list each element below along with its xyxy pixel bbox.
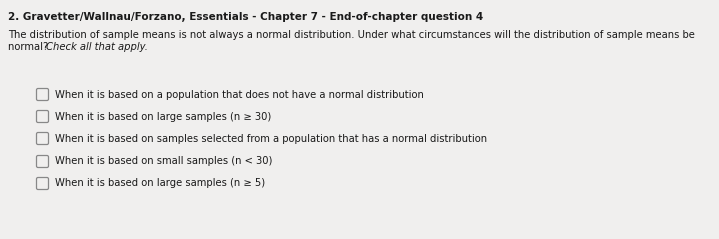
FancyBboxPatch shape xyxy=(37,156,48,168)
Text: Check all that apply.: Check all that apply. xyxy=(46,42,148,52)
Text: 2. Gravetter/Wallnau/Forzano, Essentials - Chapter 7 - End-of-chapter question 4: 2. Gravetter/Wallnau/Forzano, Essentials… xyxy=(8,12,483,22)
Text: When it is based on a population that does not have a normal distribution: When it is based on a population that do… xyxy=(55,89,424,99)
FancyBboxPatch shape xyxy=(37,178,48,190)
FancyBboxPatch shape xyxy=(37,110,48,123)
Text: When it is based on large samples (n ≥ 30): When it is based on large samples (n ≥ 3… xyxy=(55,112,271,121)
Text: When it is based on large samples (n ≥ 5): When it is based on large samples (n ≥ 5… xyxy=(55,179,265,189)
Text: When it is based on small samples (n < 30): When it is based on small samples (n < 3… xyxy=(55,157,273,167)
Text: normal?: normal? xyxy=(8,42,51,52)
Text: When it is based on samples selected from a population that has a normal distrib: When it is based on samples selected fro… xyxy=(55,134,487,143)
Text: The distribution of sample means is not always a normal distribution. Under what: The distribution of sample means is not … xyxy=(8,30,695,40)
FancyBboxPatch shape xyxy=(37,88,48,101)
FancyBboxPatch shape xyxy=(37,132,48,145)
